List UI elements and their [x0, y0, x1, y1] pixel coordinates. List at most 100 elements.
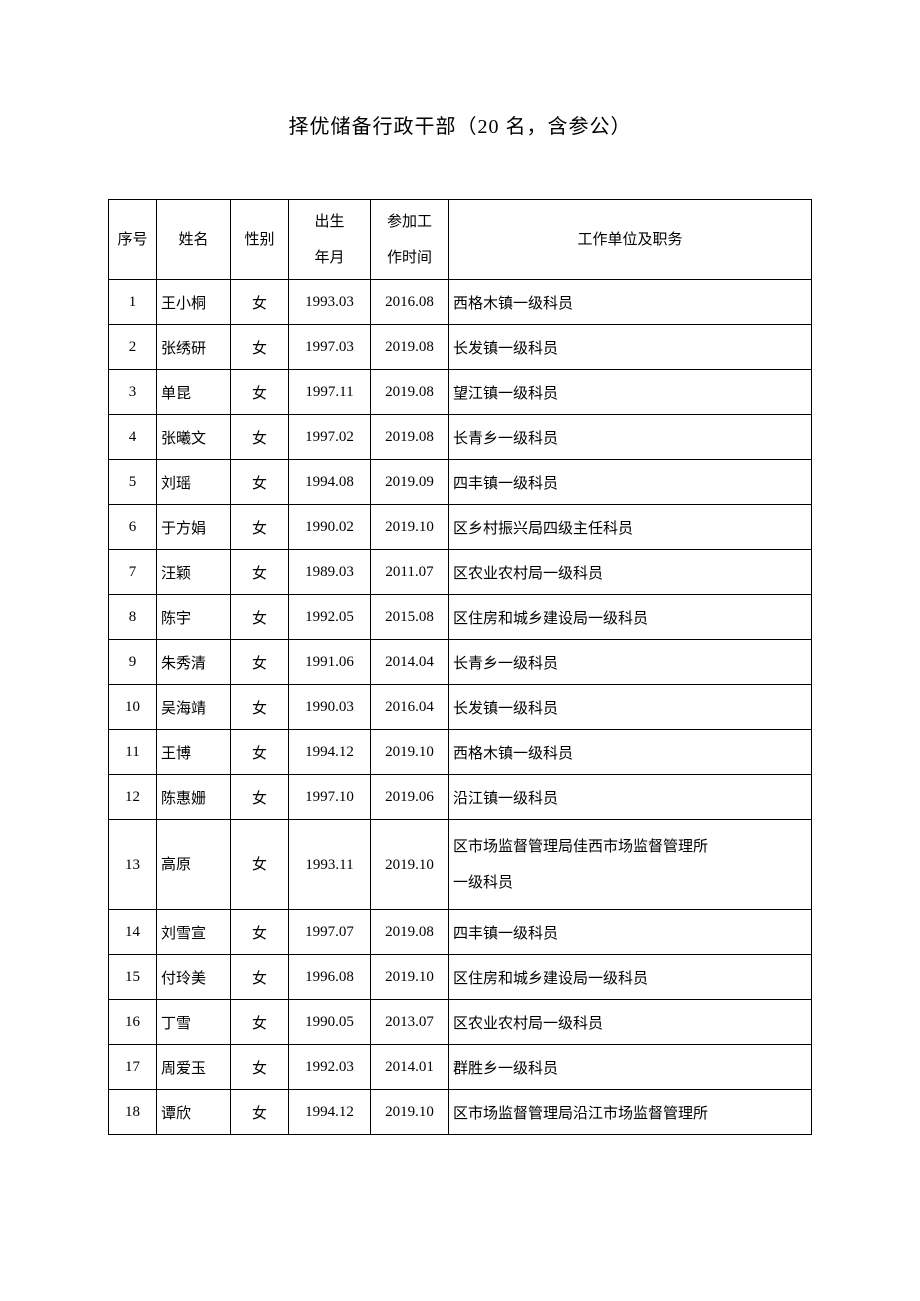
cell-name: 张曦文 [157, 415, 231, 460]
cell-gender: 女 [231, 595, 289, 640]
cell-seq: 5 [109, 460, 157, 505]
cell-work: 2019.10 [371, 955, 449, 1000]
cell-birth: 1996.08 [289, 955, 371, 1000]
cell-birth: 1990.02 [289, 505, 371, 550]
table-row: 17周爱玉女1992.032014.01群胜乡一级科员 [109, 1045, 812, 1090]
cell-work: 2019.10 [371, 730, 449, 775]
cell-seq: 12 [109, 775, 157, 820]
cell-gender: 女 [231, 415, 289, 460]
cell-seq: 6 [109, 505, 157, 550]
cell-work: 2019.08 [371, 415, 449, 460]
cell-gender: 女 [231, 505, 289, 550]
cell-gender: 女 [231, 460, 289, 505]
cell-work: 2016.08 [371, 280, 449, 325]
cell-seq: 11 [109, 730, 157, 775]
cell-work: 2016.04 [371, 685, 449, 730]
cell-work: 2019.10 [371, 505, 449, 550]
cell-gender: 女 [231, 685, 289, 730]
cell-unit: 区乡村振兴局四级主任科员 [449, 505, 812, 550]
table-row: 8陈宇女1992.052015.08区住房和城乡建设局一级科员 [109, 595, 812, 640]
table-row: 2张绣研女1997.032019.08长发镇一级科员 [109, 325, 812, 370]
cell-unit: 区市场监督管理局佳西市场监督管理所一级科员 [449, 820, 812, 910]
cell-unit: 区住房和城乡建设局一级科员 [449, 955, 812, 1000]
cell-birth: 1994.08 [289, 460, 371, 505]
cell-unit: 西格木镇一级科员 [449, 730, 812, 775]
cell-birth: 1989.03 [289, 550, 371, 595]
cell-seq: 8 [109, 595, 157, 640]
cell-work: 2019.10 [371, 1090, 449, 1135]
cell-gender: 女 [231, 910, 289, 955]
cell-name: 于方娟 [157, 505, 231, 550]
header-unit: 工作单位及职务 [449, 200, 812, 280]
table-row: 6于方娟女1990.022019.10区乡村振兴局四级主任科员 [109, 505, 812, 550]
cell-work: 2013.07 [371, 1000, 449, 1045]
cell-seq: 15 [109, 955, 157, 1000]
cell-seq: 1 [109, 280, 157, 325]
cell-name: 王小桐 [157, 280, 231, 325]
header-birth: 出生年月 [289, 200, 371, 280]
cell-birth: 1991.06 [289, 640, 371, 685]
cell-unit: 群胜乡一级科员 [449, 1045, 812, 1090]
cell-unit: 长青乡一级科员 [449, 415, 812, 460]
cell-seq: 16 [109, 1000, 157, 1045]
cell-unit: 区农业农村局一级科员 [449, 550, 812, 595]
header-work: 参加工作时间 [371, 200, 449, 280]
header-row: 序号 姓名 性别 出生年月 参加工作时间 工作单位及职务 [109, 200, 812, 280]
cell-seq: 2 [109, 325, 157, 370]
cell-name: 吴海靖 [157, 685, 231, 730]
cell-name: 高原 [157, 820, 231, 910]
cell-unit: 西格木镇一级科员 [449, 280, 812, 325]
cell-birth: 1990.05 [289, 1000, 371, 1045]
cell-name: 陈惠姗 [157, 775, 231, 820]
cell-seq: 14 [109, 910, 157, 955]
cell-work: 2019.06 [371, 775, 449, 820]
cell-name: 刘雪宣 [157, 910, 231, 955]
cell-name: 陈宇 [157, 595, 231, 640]
cell-seq: 13 [109, 820, 157, 910]
cell-name: 张绣研 [157, 325, 231, 370]
cell-name: 周爱玉 [157, 1045, 231, 1090]
cell-work: 2014.01 [371, 1045, 449, 1090]
table-row: 5刘瑶女1994.082019.09四丰镇一级科员 [109, 460, 812, 505]
table-row: 14刘雪宣女1997.072019.08四丰镇一级科员 [109, 910, 812, 955]
table-row: 10吴海靖女1990.032016.04长发镇一级科员 [109, 685, 812, 730]
cell-name: 汪颖 [157, 550, 231, 595]
cell-unit: 长发镇一级科员 [449, 325, 812, 370]
cell-unit: 四丰镇一级科员 [449, 460, 812, 505]
table-row: 16丁雪女1990.052013.07区农业农村局一级科员 [109, 1000, 812, 1045]
table-row: 3单昆女1997.112019.08望江镇一级科员 [109, 370, 812, 415]
cell-seq: 10 [109, 685, 157, 730]
table-row: 7汪颖女1989.032011.07区农业农村局一级科员 [109, 550, 812, 595]
table-body: 1王小桐女1993.032016.08西格木镇一级科员2张绣研女1997.032… [109, 280, 812, 1135]
cell-name: 付玲美 [157, 955, 231, 1000]
cell-name: 丁雪 [157, 1000, 231, 1045]
cell-gender: 女 [231, 1090, 289, 1135]
cell-birth: 1997.07 [289, 910, 371, 955]
table-row: 13高原女1993.112019.10区市场监督管理局佳西市场监督管理所一级科员 [109, 820, 812, 910]
cell-unit: 长发镇一级科员 [449, 685, 812, 730]
cell-seq: 17 [109, 1045, 157, 1090]
cell-birth: 1993.03 [289, 280, 371, 325]
cell-gender: 女 [231, 550, 289, 595]
cell-work: 2014.04 [371, 640, 449, 685]
cell-gender: 女 [231, 1000, 289, 1045]
cell-gender: 女 [231, 820, 289, 910]
cell-name: 单昆 [157, 370, 231, 415]
header-seq: 序号 [109, 200, 157, 280]
cell-unit: 长青乡一级科员 [449, 640, 812, 685]
cell-gender: 女 [231, 775, 289, 820]
cell-gender: 女 [231, 1045, 289, 1090]
cell-unit: 四丰镇一级科员 [449, 910, 812, 955]
cell-gender: 女 [231, 640, 289, 685]
cell-birth: 1992.05 [289, 595, 371, 640]
cell-birth: 1997.10 [289, 775, 371, 820]
cell-gender: 女 [231, 730, 289, 775]
cell-work: 2011.07 [371, 550, 449, 595]
cell-seq: 4 [109, 415, 157, 460]
table-row: 15付玲美女1996.082019.10区住房和城乡建设局一级科员 [109, 955, 812, 1000]
cell-birth: 1997.03 [289, 325, 371, 370]
cell-unit: 沿江镇一级科员 [449, 775, 812, 820]
cell-name: 王博 [157, 730, 231, 775]
header-gender: 性别 [231, 200, 289, 280]
cell-birth: 1992.03 [289, 1045, 371, 1090]
